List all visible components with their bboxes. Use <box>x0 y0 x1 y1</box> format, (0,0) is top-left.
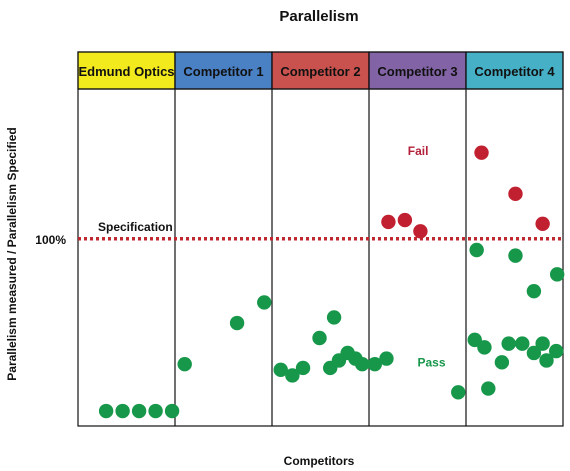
data-points <box>98 145 565 419</box>
data-point-fail <box>508 186 523 202</box>
data-point-pass <box>229 315 245 331</box>
data-point-pass <box>501 336 516 351</box>
data-point-pass <box>257 295 272 310</box>
data-point-fail <box>397 212 413 228</box>
data-point-pass <box>451 385 466 400</box>
data-point-pass <box>273 362 288 378</box>
data-point-pass <box>98 403 114 419</box>
header-label-competitor-4: Competitor 4 <box>474 64 555 79</box>
data-point-pass <box>526 345 542 361</box>
data-point-pass <box>164 403 180 419</box>
data-point-pass <box>549 267 565 282</box>
data-point-pass <box>115 403 130 419</box>
data-point-pass <box>326 310 342 325</box>
data-point-pass <box>131 403 147 419</box>
chart-title: Parallelism <box>279 8 358 25</box>
data-point-pass <box>508 248 523 263</box>
header-label-edmund-optics: Edmund Optics <box>78 64 174 79</box>
data-point-pass <box>285 368 300 383</box>
annotation-fail: Fail <box>408 144 429 158</box>
annotations: Fail Pass <box>408 144 446 370</box>
data-point-fail <box>381 214 396 230</box>
data-point-fail <box>474 145 489 160</box>
data-point-pass <box>177 357 192 372</box>
data-point-pass <box>481 381 496 396</box>
header-label-competitor-3: Competitor 3 <box>377 64 457 79</box>
y-axis-label: Parallelism measured / Parallelism Speci… <box>5 127 19 380</box>
data-point-pass <box>312 330 327 346</box>
data-point-pass <box>515 336 530 351</box>
data-point-pass <box>379 351 394 366</box>
header-competitor-1 <box>174 51 273 90</box>
data-point-pass <box>549 343 564 359</box>
header-label-competitor-1: Competitor 1 <box>183 64 263 79</box>
x-axis-label: Competitors <box>284 454 355 468</box>
data-point-pass <box>467 332 482 348</box>
annotation-pass: Pass <box>418 355 446 369</box>
specification-label: Specification <box>98 220 173 234</box>
header-edmund-optics <box>77 51 176 90</box>
data-point-fail <box>413 224 428 239</box>
y-tick-label-100: 100% <box>35 233 66 247</box>
data-point-pass <box>539 353 554 368</box>
data-point-fail <box>535 216 550 231</box>
header-label-competitor-2: Competitor 2 <box>280 64 360 79</box>
data-point-pass <box>535 336 550 351</box>
data-point-pass <box>355 357 370 372</box>
data-point-pass <box>295 360 311 376</box>
data-point-pass <box>526 284 542 299</box>
data-point-pass <box>148 403 163 419</box>
data-point-pass <box>367 357 383 372</box>
data-point-pass <box>477 340 492 355</box>
data-point-pass <box>469 242 484 258</box>
specification-line-group: Specification 100% <box>35 220 563 247</box>
group-headers: Edmund Optics Competitor 1 Competitor 2 Com… <box>77 51 564 90</box>
data-point-pass <box>494 355 510 370</box>
